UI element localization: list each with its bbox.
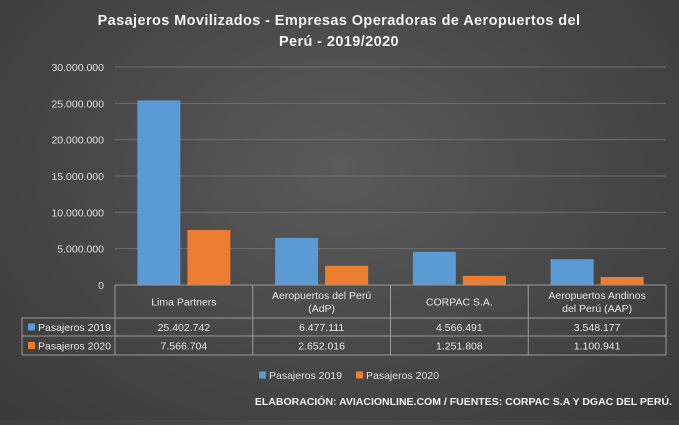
data-label: 25.402.742 xyxy=(158,322,211,334)
y-tick-label: 30.000.000 xyxy=(51,62,104,74)
data-label: 1.251.808 xyxy=(436,341,483,353)
legend-label: Pasajeros 2019 xyxy=(269,370,342,382)
bar-2020 xyxy=(187,230,231,285)
bar-2020 xyxy=(600,276,644,285)
y-tick-label: 0 xyxy=(98,280,104,292)
bar-2019 xyxy=(137,100,181,285)
data-label: 7.566.704 xyxy=(161,341,208,353)
data-label: 3.548.177 xyxy=(574,322,621,334)
table-series-name: Pasajeros 2020 xyxy=(38,341,111,353)
bar-2019 xyxy=(550,259,594,285)
x-category-label: Aeropuertos del Perú xyxy=(272,290,371,302)
x-category-label: Aeropuertos Andinos xyxy=(548,290,645,302)
bar-2020 xyxy=(325,265,369,285)
bar-2019 xyxy=(412,251,456,285)
x-category-label: Lima Partners xyxy=(151,297,216,309)
legend-key xyxy=(259,371,266,379)
data-label: 2.652.016 xyxy=(298,341,345,353)
data-label: 4.566.491 xyxy=(436,322,483,334)
x-category-label: (AdP) xyxy=(308,303,335,315)
footer-credit: ELABORACIÓN: AVIACIONLINE.COM / FUENTES:… xyxy=(255,395,672,408)
y-tick-label: 10.000.000 xyxy=(51,207,104,219)
x-category-label: CORPAC S.A. xyxy=(426,297,493,309)
x-category-label: del Perú (AAP) xyxy=(562,303,632,315)
table-legend-key xyxy=(28,323,35,331)
chart-title-line-1: Pasajeros Movilizados - Empresas Operado… xyxy=(98,13,581,29)
chart-title-line-2: Perú - 2019/2020 xyxy=(279,34,399,50)
data-label: 1.100.941 xyxy=(574,341,621,353)
y-tick-label: 15.000.000 xyxy=(51,171,104,183)
bar-2019 xyxy=(275,237,319,285)
table-legend-key xyxy=(28,342,35,349)
y-tick-label: 5.000.000 xyxy=(57,244,104,256)
data-label: 6.477.111 xyxy=(299,322,344,334)
y-tick-label: 20.000.000 xyxy=(51,135,104,147)
table-series-name: Pasajeros 2019 xyxy=(38,322,111,334)
legend-key xyxy=(356,371,363,379)
legend-label: Pasajeros 2020 xyxy=(366,370,439,382)
y-tick-label: 25.000.000 xyxy=(51,98,104,110)
bar-2020 xyxy=(462,275,506,285)
